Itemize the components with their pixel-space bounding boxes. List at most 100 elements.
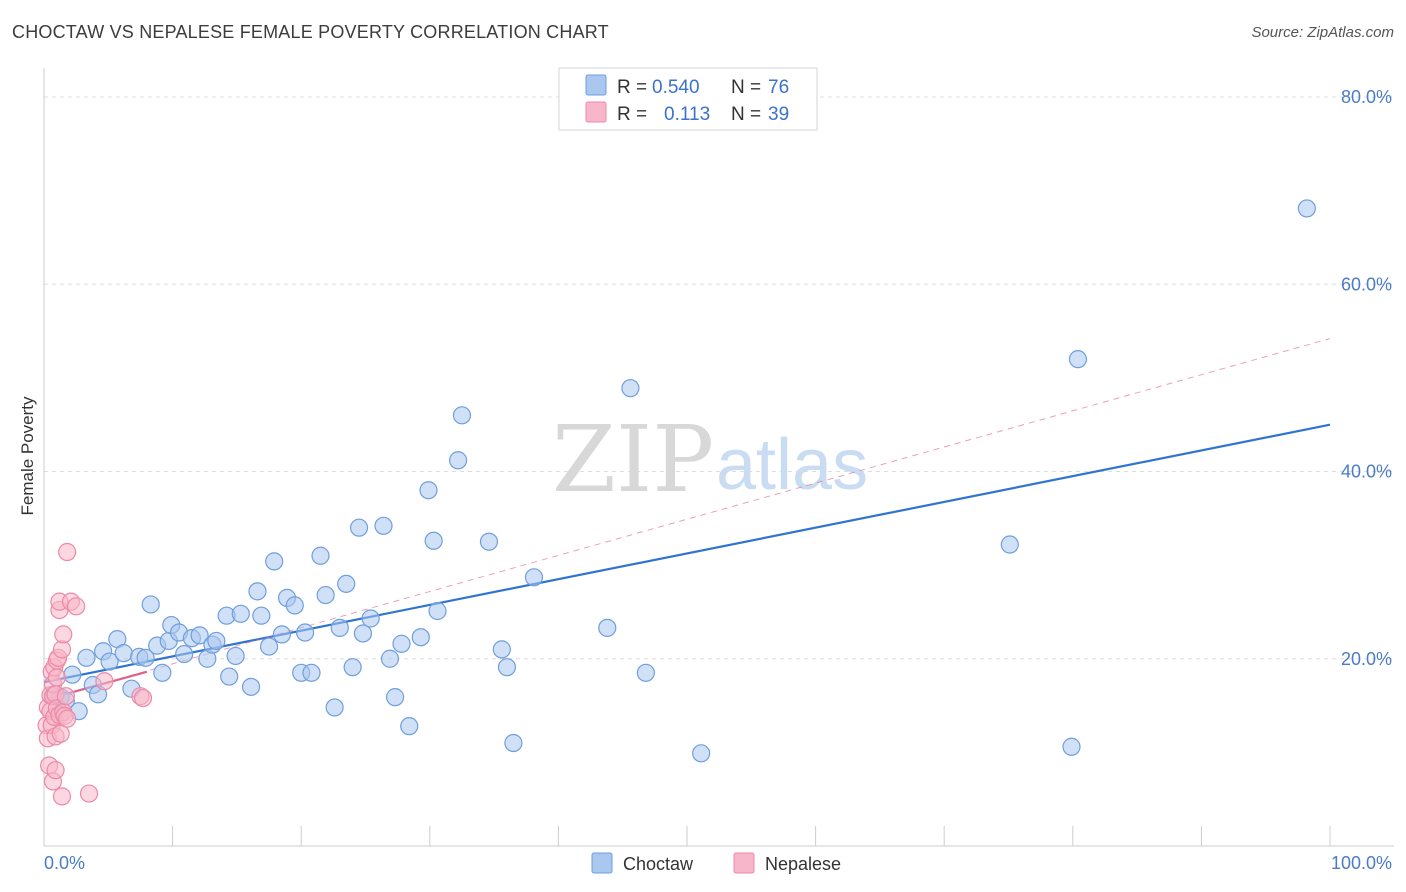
point-choctaw xyxy=(380,649,400,668)
chart-title: CHOCTAW VS NEPALESE FEMALE POVERTY CORRE… xyxy=(12,22,609,42)
point-nepalese xyxy=(46,761,65,780)
bottom-legend-swatch-nepalese xyxy=(733,852,755,874)
point-choctaw xyxy=(220,667,239,686)
point-choctaw xyxy=(241,677,261,696)
point-choctaw xyxy=(349,518,369,537)
point-choctaw xyxy=(231,604,250,623)
point-choctaw xyxy=(385,688,405,707)
point-choctaw xyxy=(419,481,438,500)
point-choctaw xyxy=(353,624,373,643)
point-choctaw xyxy=(141,595,160,614)
trend-lines xyxy=(43,338,1331,702)
legend-r-value-choctaw: 0.540 xyxy=(652,77,700,98)
point-choctaw xyxy=(1062,737,1081,756)
point-choctaw xyxy=(114,644,133,663)
watermark-zip: ZIP xyxy=(552,406,714,513)
point-choctaw xyxy=(265,552,284,571)
point-choctaw xyxy=(295,623,315,642)
point-choctaw xyxy=(361,609,380,628)
legend-r-value-nepalese: 0.113 xyxy=(664,104,710,125)
source-label: Source: ZipAtlas.com xyxy=(1251,24,1394,41)
legend-n-value-nepalese: 39 xyxy=(768,104,789,125)
point-choctaw xyxy=(248,582,267,601)
point-nepalese xyxy=(52,787,72,806)
point-nepalese xyxy=(56,687,75,706)
bottom-legend-label-nepalese: Nepalese xyxy=(765,854,841,874)
point-choctaw xyxy=(207,631,226,651)
legend-box: R = 0.540 N = 76 R = 0.113 N = 39 xyxy=(558,67,818,131)
point-choctaw xyxy=(153,663,172,682)
point-choctaw xyxy=(621,379,640,398)
point-choctaw xyxy=(311,546,330,565)
watermark-atlas: atlas xyxy=(716,425,868,505)
point-choctaw xyxy=(285,596,304,615)
point-choctaw xyxy=(259,637,279,656)
point-choctaw xyxy=(226,646,245,666)
point-choctaw xyxy=(343,658,362,677)
point-nepalese xyxy=(67,597,86,616)
x-tick-label: 100.0% xyxy=(1331,853,1392,873)
y-tick-label: 20.0% xyxy=(1341,649,1392,669)
point-choctaw xyxy=(392,634,411,653)
x-tick-label: 0.0% xyxy=(44,853,85,873)
point-choctaw xyxy=(497,658,517,677)
point-choctaw xyxy=(136,648,155,667)
legend-swatch-choctaw xyxy=(585,74,607,96)
point-choctaw xyxy=(175,644,194,664)
point-choctaw xyxy=(1000,535,1019,554)
point-choctaw xyxy=(411,628,430,647)
point-nepalese xyxy=(54,625,73,644)
point-choctaw xyxy=(100,652,119,671)
point-choctaw xyxy=(302,663,321,682)
tick-labels: 20.0% 40.0% 60.0% 80.0% 0.0% 100.0% xyxy=(44,87,1392,873)
point-choctaw xyxy=(316,585,335,605)
point-choctaw xyxy=(190,626,209,645)
point-choctaw xyxy=(428,601,447,621)
legend-r-label-choctaw: R = xyxy=(617,77,647,98)
point-choctaw xyxy=(492,640,511,659)
point-choctaw xyxy=(400,717,419,736)
point-choctaw xyxy=(272,625,292,644)
point-choctaw xyxy=(424,531,443,550)
legend-n-value-choctaw: 76 xyxy=(768,77,789,98)
point-nepalese xyxy=(58,542,77,562)
point-choctaw xyxy=(452,406,472,425)
point-choctaw xyxy=(448,451,468,470)
bottom-legend-swatch-choctaw xyxy=(591,852,613,874)
point-nepalese xyxy=(52,640,72,659)
point-choctaw xyxy=(252,606,271,625)
point-nepalese xyxy=(58,709,77,728)
point-choctaw xyxy=(374,516,393,535)
y-axis-label: Female Poverty xyxy=(18,396,37,516)
point-choctaw xyxy=(77,648,96,667)
point-choctaw xyxy=(1068,350,1088,369)
bottom-legend-label-choctaw: Choctaw xyxy=(623,854,694,874)
point-choctaw xyxy=(636,663,655,682)
point-nepalese xyxy=(133,688,153,708)
legend-swatch-nepalese xyxy=(585,101,607,123)
legend-n-label-nepalese: N = xyxy=(731,104,761,125)
point-nepalese xyxy=(51,724,70,743)
watermark: ZIP atlas xyxy=(552,406,868,513)
point-choctaw xyxy=(330,618,349,637)
point-choctaw xyxy=(325,698,344,717)
point-choctaw xyxy=(504,733,523,753)
point-choctaw xyxy=(598,618,617,637)
point-choctaw xyxy=(479,532,499,551)
y-tick-label: 60.0% xyxy=(1341,274,1392,294)
point-choctaw xyxy=(692,744,711,763)
bottom-legend: Choctaw Nepalese xyxy=(591,852,841,874)
point-nepalese xyxy=(95,672,114,691)
y-tick-label: 80.0% xyxy=(1341,87,1392,107)
point-choctaw xyxy=(337,574,356,593)
trend-line-nepalese-dashed xyxy=(43,338,1331,701)
point-choctaw xyxy=(63,665,82,684)
point-choctaw xyxy=(1297,199,1316,218)
data-points xyxy=(37,199,1316,806)
point-nepalese xyxy=(79,784,99,803)
legend-r-label-nepalese: R = xyxy=(617,104,647,125)
point-choctaw xyxy=(524,568,544,587)
point-nepalese xyxy=(47,668,66,687)
y-tick-label: 40.0% xyxy=(1341,462,1392,482)
